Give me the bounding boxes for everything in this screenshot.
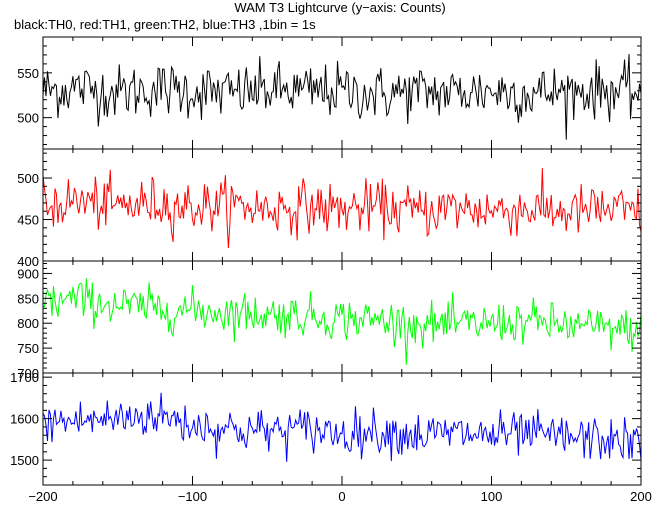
y-tick-label: 800: [17, 316, 39, 331]
y-tick-label: 900: [17, 266, 39, 281]
x-tick-label: −200: [28, 489, 57, 504]
y-tick-label: 700: [17, 366, 39, 381]
x-axis: −200 −100 0 100 200: [28, 489, 652, 504]
series-line-th2: [43, 278, 641, 365]
x-tick-label: −100: [178, 489, 207, 504]
y-tick-label: 500: [17, 171, 39, 186]
y-tick-label: 400: [17, 254, 39, 269]
y-tick-label: 1600: [10, 412, 39, 427]
series-line-th3: [43, 392, 641, 462]
series-line-th1: [43, 168, 641, 249]
panel-frame: [42, 260, 642, 374]
panel-th3: 1500 1600 1700: [10, 370, 642, 486]
y-tick-label: 1700: [10, 370, 39, 385]
y-tick-label: 850: [17, 291, 39, 306]
x-tick-label: 0: [338, 489, 345, 504]
chart-title: WAM T3 Lightcurve (y−axis: Counts): [234, 0, 445, 15]
x-tick-label: 200: [630, 489, 652, 504]
panel-th1: 400 450 500: [17, 148, 642, 269]
chart-subtitle: black:TH0, red:TH1, green:TH2, blue:TH3 …: [14, 17, 316, 32]
y-tick-label: 1500: [10, 453, 39, 468]
y-tick-label: 750: [17, 341, 39, 356]
panel-th2: 700 750 800 850 900: [17, 260, 642, 381]
x-tick-label: 100: [481, 489, 503, 504]
y-tick-label: 500: [17, 111, 39, 126]
y-tick-label: 550: [17, 66, 39, 81]
panel-th0: 500 550: [17, 36, 642, 150]
panels-group: 500 550 400 450 500 700 750 800 850 900 1500 1600 17…: [10, 36, 642, 486]
y-tick-label: 450: [17, 213, 39, 228]
series-line-th0: [43, 54, 641, 140]
